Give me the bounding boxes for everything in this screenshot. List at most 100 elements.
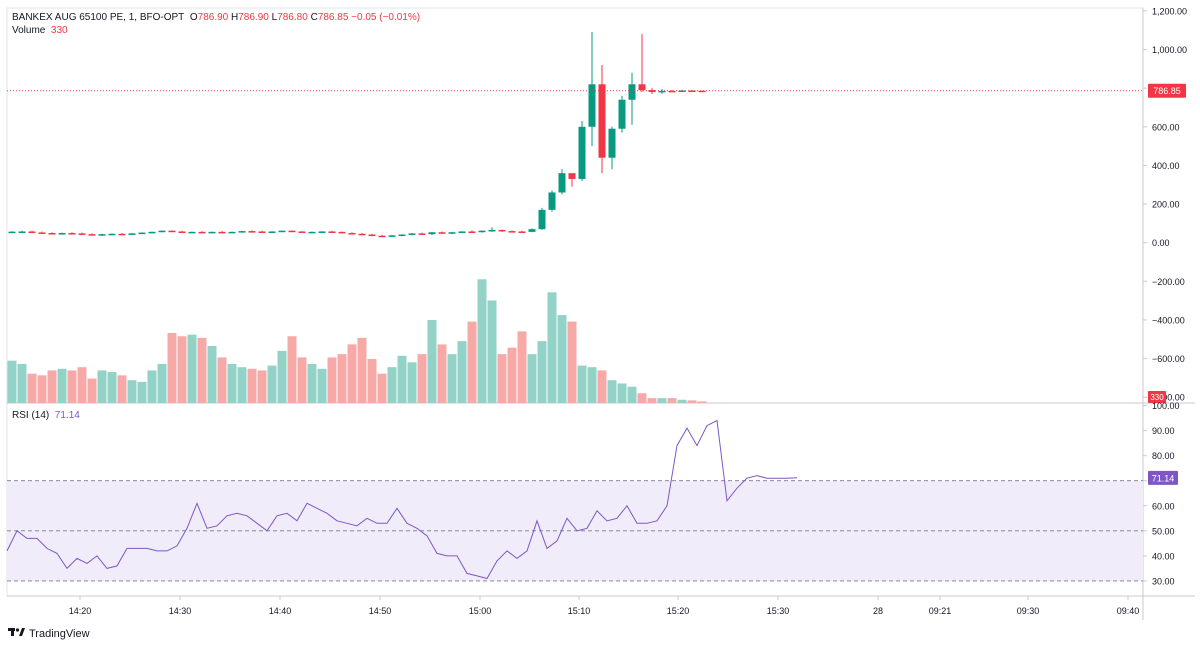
candle-body [88,234,96,236]
candle-body [638,84,646,91]
volume-bar [7,360,17,403]
price-tick-label: −600.00 [1152,354,1185,364]
symbol-title: BANKEX AUG 65100 PE, 1, BFO-OPT [12,12,185,23]
volume-bar [437,344,447,403]
candle-body [338,231,346,234]
volume-bar [567,321,577,403]
volume-bar [477,279,487,403]
rsi-tick-label: 80.00 [1152,451,1175,461]
rsi-tick-label: 60.00 [1152,501,1175,511]
price-tick-label: −800.00 [1152,393,1185,403]
candle-body [238,231,246,233]
last-price-badge [1148,83,1186,98]
candle-body [178,231,186,233]
volume-legend: Volume 330 [12,25,68,36]
rsi-tick-label: 90.00 [1152,426,1175,436]
volume-bar [237,367,247,403]
volume-bar [267,365,277,403]
candle-body [358,233,366,236]
volume-bar [107,372,117,403]
volume-bar [127,380,137,403]
volume-bar [17,363,27,403]
volume-bar [417,354,427,403]
volume-bar [647,398,657,403]
candle-body [388,235,396,237]
time-tick-label: 28 [873,606,883,616]
volume-label: Volume [12,25,46,36]
rsi-label: RSI (14) [12,410,50,421]
candle-body [148,231,156,234]
candle-body [558,173,566,193]
candle-body [508,231,516,233]
candle-body [198,231,206,234]
candle-body [158,230,166,233]
volume-bar [587,367,597,403]
candle-body [548,192,556,210]
volume-bar [397,355,407,403]
time-tick-label: 14:50 [369,606,392,616]
rsi-tick-label: 30.00 [1152,576,1175,586]
volume-bar [377,373,387,403]
brand-name: TradingView [29,627,90,640]
volume-bar [157,363,167,403]
candle-body [118,233,126,236]
volume-bar [77,367,87,403]
candle-body [138,232,146,235]
candle-body [18,231,26,233]
volume-bar [137,381,147,403]
volume-bar [27,373,37,403]
volume-badge-label: 330 [1150,393,1164,402]
price-tick-label: −400.00 [1152,315,1185,325]
tradingview-logo[interactable]: TradingView [8,627,90,640]
time-tick-label: 15:00 [469,606,492,616]
volume-bar [627,386,637,403]
volume-bar [247,368,257,403]
candle-body [488,229,496,232]
volume-bar [87,378,97,403]
candle-body [98,234,106,236]
candle-body [218,231,226,234]
price-tick-label: 600.00 [1152,122,1180,132]
volume-bar [617,383,627,403]
volume-bar [97,370,107,403]
candle-body [428,232,436,235]
volume-bar [117,375,127,403]
candle-body [308,231,316,234]
candle-body [38,232,46,234]
rsi-badge [1148,470,1178,485]
candle-body [398,234,406,237]
volume-bar [327,357,337,403]
candle-body [678,90,686,92]
open-label: O [189,12,198,23]
volume-bar [287,336,297,403]
volume-bar [517,331,527,403]
candle-body [368,234,376,237]
candle-body [458,231,466,233]
volume-bar [457,341,467,403]
volume-bar [257,370,267,403]
volume-bar [47,370,57,403]
volume-bar [697,401,707,403]
high-value: 786.90 [238,12,269,23]
time-tick-label: 15:20 [667,606,690,616]
candle-body [518,231,526,233]
candle-body [48,233,56,235]
candle-body [668,90,676,93]
volume-bar [547,292,557,403]
volume-bar [667,398,677,403]
candle-body [588,84,596,127]
volume-bar [507,347,517,403]
volume-bar [637,393,647,403]
candle-body [538,209,546,230]
rsi-line [6,419,798,580]
volume-bar [67,370,77,403]
candle-body [568,173,576,179]
low-label: L [271,12,278,23]
volume-bar [177,336,187,403]
volume-bar [677,399,687,403]
price-tick-label: 400.00 [1152,161,1180,171]
volume-bar [57,368,67,403]
candle-body [698,90,706,93]
